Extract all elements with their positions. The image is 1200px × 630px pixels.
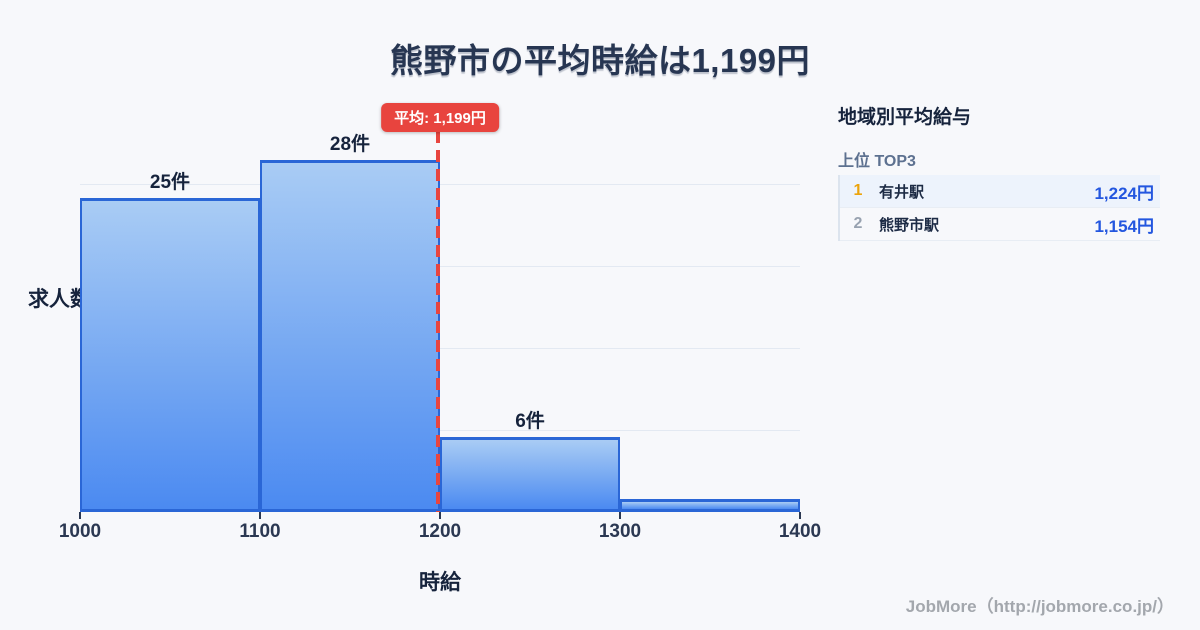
page-title: 熊野市の平均時給は1,199円 (389, 42, 811, 79)
bar-fill (440, 437, 620, 512)
side-panel-subheading: 上位 TOP3 (838, 153, 916, 170)
side-panel-heading: 地域別平均給与 (838, 107, 972, 128)
top3-list: 1 有井駅 1,224円 2 熊野市駅 1,154円 (838, 175, 1160, 241)
station-name: 熊野市駅 (879, 216, 940, 234)
top3-row-1: 1 有井駅 1,224円 (840, 175, 1160, 208)
x-tick-label: 1200 (418, 521, 462, 542)
station-value: 1,224円 (1094, 183, 1154, 203)
bar-fill (620, 499, 800, 512)
plot-area: 25件 28件 6件 (80, 135, 800, 512)
bar-fill (260, 160, 440, 512)
x-tick-label: 1000 (58, 521, 102, 542)
footer-credit: JobMore（http://jobmore.co.jp/） (905, 597, 1174, 616)
histogram-bar-1100-1200: 28件 (260, 135, 440, 512)
gridline (80, 430, 800, 431)
rank-badge: 2 (853, 215, 863, 232)
bar-value-label: 25件 (149, 172, 191, 193)
x-axis-tick (439, 512, 441, 519)
x-axis-label: 時給 (419, 571, 461, 594)
histogram-bar-1300-1400 (620, 493, 800, 512)
histogram-bar-1200-1300: 6件 (440, 412, 620, 512)
bar-fill (80, 198, 260, 512)
bar-value-label: 28件 (329, 134, 371, 155)
gridline (80, 184, 800, 185)
x-axis-tick (799, 512, 801, 519)
x-tick-label: 1400 (778, 521, 822, 542)
y-axis-label: 求人数 (28, 288, 91, 311)
top3-row-2: 2 熊野市駅 1,154円 (840, 208, 1160, 241)
rank-badge: 1 (853, 182, 863, 199)
station-value: 1,154円 (1094, 216, 1154, 236)
station-name: 有井駅 (879, 183, 925, 201)
average-badge: 平均: 1,199円 (381, 103, 499, 132)
x-axis-tick (79, 512, 81, 519)
gridline (80, 266, 800, 267)
x-tick-label: 1300 (598, 521, 642, 542)
x-axis-tick (259, 512, 261, 519)
gridline (80, 348, 800, 349)
average-marker-line (436, 131, 440, 512)
bar-value-label: 6件 (515, 411, 545, 432)
x-axis-tick (619, 512, 621, 519)
x-tick-label: 1100 (239, 521, 281, 542)
histogram-bar-1000-1100: 25件 (80, 173, 260, 512)
